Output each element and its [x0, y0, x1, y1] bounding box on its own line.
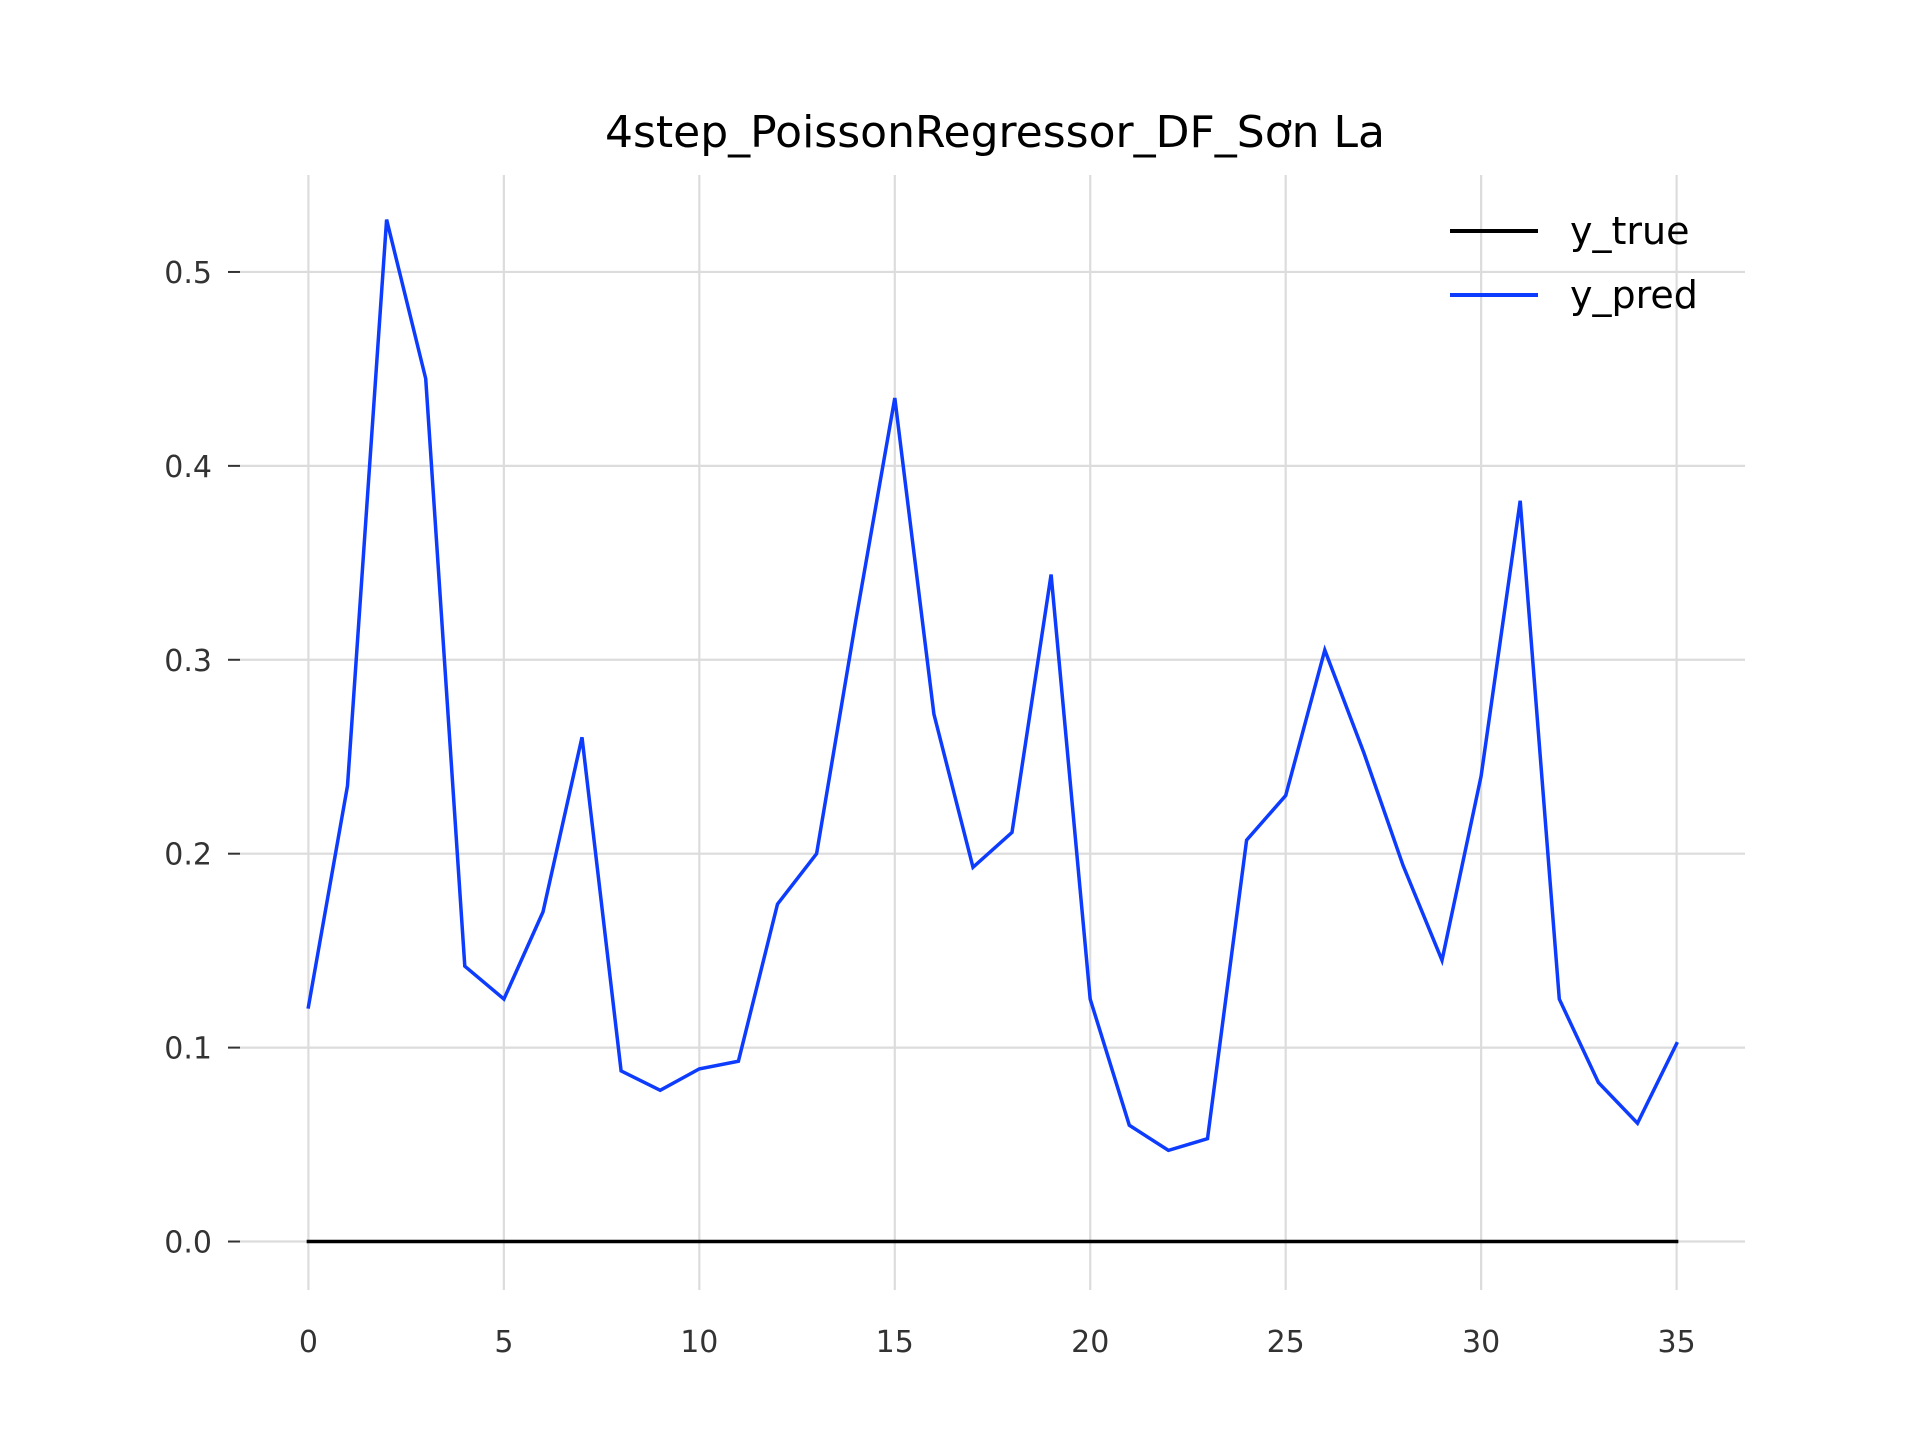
y-tick-label: 0.0 [164, 1226, 212, 1261]
x-tick-label: 25 [1267, 1325, 1305, 1360]
legend-item: y_pred [1450, 273, 1698, 317]
series-layer [306, 219, 1679, 1244]
x-tick-label: 35 [1657, 1325, 1695, 1360]
x-tick-label: 10 [680, 1325, 718, 1360]
x-gridlines [307, 175, 1678, 1290]
legend-label: y_pred [1570, 273, 1698, 317]
y-tick-label: 0.1 [164, 1032, 212, 1067]
y-tick-label: 0.2 [164, 838, 212, 873]
x-tick-label: 5 [494, 1325, 513, 1360]
y-axis: 0.0 0.1 0.2 0.3 0.4 0.5 [164, 256, 240, 1261]
y-tick-label: 0.3 [164, 644, 212, 679]
x-axis: 0 5 10 15 20 25 30 35 [299, 1325, 1696, 1360]
x-tick-label: 20 [1071, 1325, 1109, 1360]
y-gridlines [240, 270, 1745, 1243]
x-tick-label: 0 [299, 1325, 318, 1360]
legend-item: y_true [1450, 209, 1689, 253]
series-line-y-pred [306, 219, 1679, 1153]
legend-label: y_true [1570, 209, 1689, 253]
legend: y_true y_pred [1450, 209, 1698, 317]
y-tick-label: 0.4 [164, 450, 212, 485]
x-tick-label: 30 [1462, 1325, 1500, 1360]
y-tick-label: 0.5 [164, 256, 212, 291]
chart-title: 4step_PoissonRegressor_DF_Sơn La [605, 107, 1385, 158]
x-tick-label: 15 [876, 1325, 914, 1360]
